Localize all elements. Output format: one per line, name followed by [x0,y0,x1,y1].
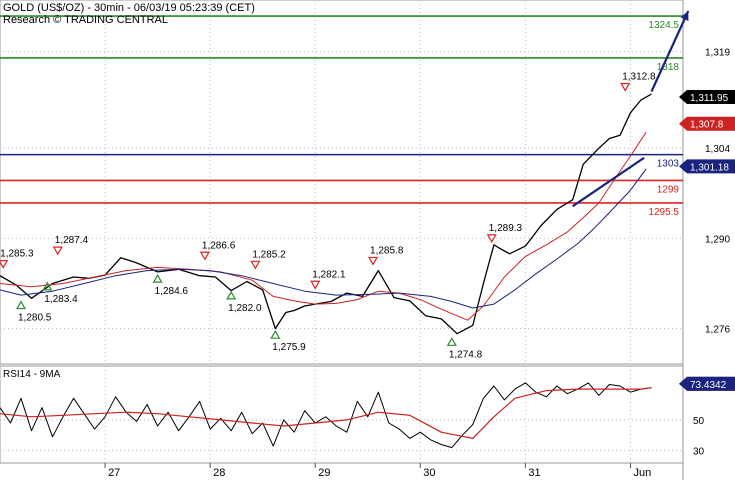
swing-high-marker [0,260,9,269]
swing-low-label: 1,283.4 [44,294,78,305]
x-tick-label: 31 [528,467,540,479]
swing-high-marker [620,82,631,92]
research-credit: Research © TRADING CENTRAL [3,14,168,26]
rsi-ma-line [0,387,652,439]
level-label: 1303 [657,159,680,170]
price-y-tick-label: 1,276 [705,325,730,336]
level-label: 1318 [657,62,680,73]
fast-moving-average-line [0,131,647,321]
rsi-tag-bg [679,376,735,391]
swing-high-label: 1,285.8 [370,245,404,256]
swing-low-marker [15,300,27,310]
swing-low-label: 1,282.0 [228,303,262,314]
price-tag-bg [679,159,735,174]
swing-high-label: 1,282.1 [312,269,346,280]
x-tick-label: 28 [213,467,225,479]
swing-high-label: 1,286.6 [202,240,236,251]
projection-arrow-line [650,10,690,92]
price-panel-frame [0,0,684,365]
price-tag: 1,301.18 [690,162,729,173]
swing-low-label: 1,284.6 [155,286,189,297]
swing-high-marker [250,260,261,270]
swing-high-marker [52,246,63,256]
x-tick-label: 30 [423,467,435,479]
swing-high-marker [367,256,379,266]
swing-low-label: 1,275.9 [272,342,306,353]
projection-arrow-head [680,10,689,21]
price-tag: 1,311.95 [690,93,729,104]
swing-low-marker [226,290,237,300]
swing-low-marker [152,273,163,283]
swing-low-label: 1,274.8 [449,349,483,360]
price-y-tick-label: 1,319 [705,48,730,59]
rsi-tag: 73.4342 [690,380,727,391]
swing-low-marker [42,281,53,291]
swing-high-label: 1,289.3 [489,223,523,234]
price-tag-bg [679,89,735,104]
trend-line [572,156,645,208]
swing-high-label: 1,285.2 [252,249,286,260]
indicator-panel-frame [0,365,684,464]
level-label: 1324.5 [648,20,679,31]
x-tick-label: 29 [318,467,330,479]
rsi-line [0,382,652,449]
x-tick-label: 27 [108,467,120,479]
indicator-y-tick-label: 50 [693,416,705,427]
level-label: 1299 [657,184,680,195]
slow-moving-average-line [0,168,647,309]
swing-low-label: 1,280.5 [18,313,52,324]
swing-low-marker [270,330,281,339]
swing-high-label: 1,285.3 [0,249,34,260]
price-y-tick-label: 1,304 [705,144,730,155]
swing-high-marker [486,234,497,244]
indicator-y-tick-label: 30 [693,447,705,458]
swing-high-marker [310,280,321,290]
price-y-tick-label: 1,290 [705,234,730,245]
price-series-line [0,93,652,335]
x-tick-label: Jun [633,467,651,479]
level-label: 1295.5 [648,207,679,218]
swing-high-label: 1,312.8 [622,71,656,82]
swing-high-marker [199,251,210,261]
swing-high-label: 1,287.4 [55,235,89,246]
swing-low-marker [446,337,457,346]
chart-title: GOLD (US$/OZ) - 30min - 06/03/19 05:23:3… [3,2,255,14]
price-tag: 1,307.8 [690,120,724,131]
indicator-title: RSI14 - 9MA [3,369,61,380]
price-tag-bg [679,116,735,131]
